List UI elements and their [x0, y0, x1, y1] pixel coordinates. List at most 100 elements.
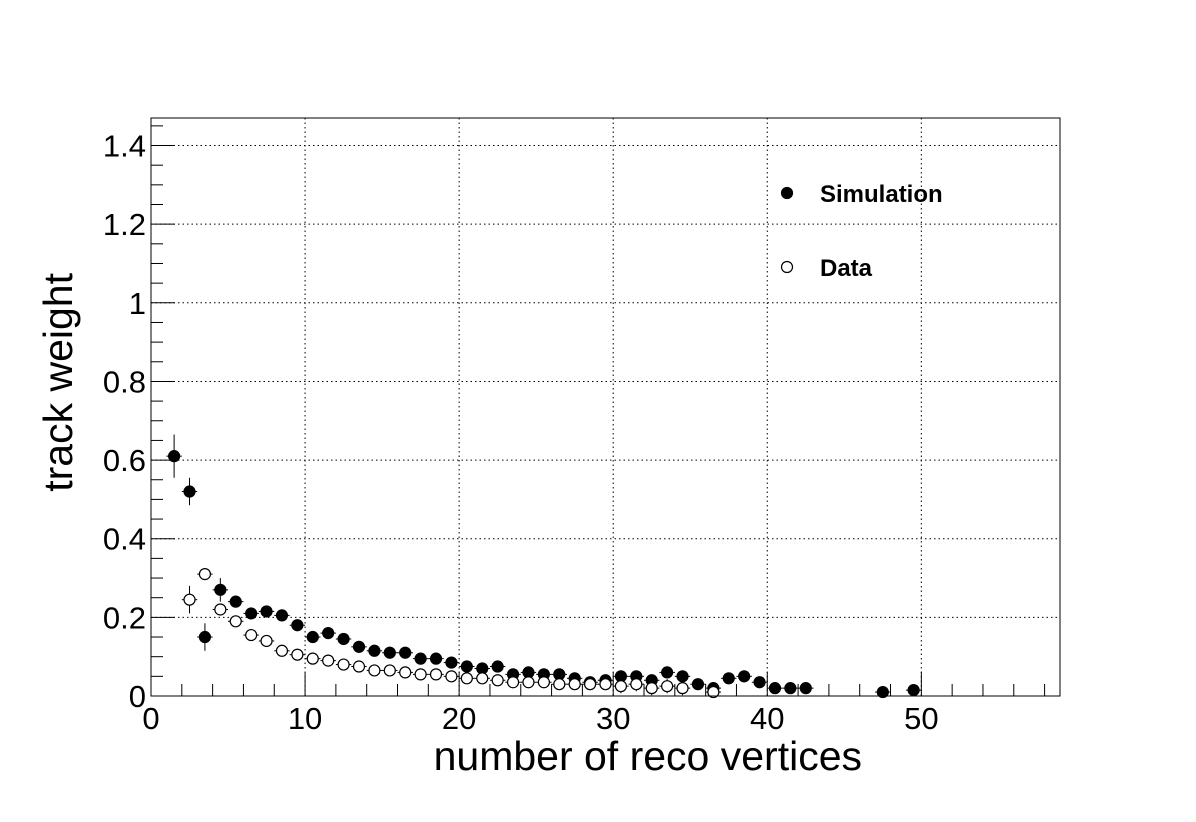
simulation-point	[197, 623, 213, 651]
data-point	[674, 681, 691, 696]
simulation-marker	[198, 630, 212, 644]
simulation-marker	[445, 656, 458, 669]
plot-frame	[150, 117, 1061, 697]
legend-label-data: Data	[820, 255, 873, 282]
simulation-point	[690, 678, 706, 691]
simulation-marker	[491, 660, 504, 673]
simulation-point	[520, 666, 537, 679]
legend-label-simulation: Simulation	[820, 181, 943, 208]
data-point	[335, 658, 352, 671]
simulation-marker	[414, 652, 427, 665]
data-marker	[506, 676, 520, 689]
simulation-marker	[260, 605, 273, 618]
simulation-marker	[291, 619, 304, 632]
y-axis-title: track weight	[35, 272, 81, 491]
simulation-marker	[753, 676, 766, 689]
data-marker	[445, 670, 458, 683]
x-axis-title: number of reco vertices	[434, 733, 862, 779]
data-point	[613, 679, 629, 694]
data-point	[274, 644, 290, 657]
simulation-point	[258, 605, 275, 618]
data-point	[366, 664, 383, 677]
y-tick-label: 0.6	[103, 443, 146, 478]
simulation-point	[767, 682, 783, 695]
data-point	[443, 670, 460, 683]
simulation-marker	[306, 630, 319, 644]
data-point	[320, 654, 336, 667]
y-tick-label: 1	[129, 286, 146, 321]
data-marker	[383, 664, 396, 677]
data-marker	[491, 674, 504, 687]
data-point	[212, 603, 229, 616]
data-marker	[476, 672, 489, 685]
data-point	[705, 685, 722, 699]
data-point	[520, 676, 537, 689]
simulation-marker	[429, 652, 443, 665]
legend-marker-simulation	[780, 186, 794, 200]
data-point	[382, 664, 398, 677]
data-point	[474, 672, 490, 685]
legend-simulation-circle	[780, 186, 794, 200]
data-point	[428, 668, 444, 681]
data-point	[536, 676, 552, 689]
data-marker	[676, 682, 689, 695]
data-marker	[198, 568, 212, 581]
simulation-point	[243, 607, 259, 620]
y-tick-label: 0.4	[103, 522, 146, 557]
simulation-marker	[168, 450, 181, 463]
data-marker	[229, 615, 242, 628]
simulation-point	[289, 619, 306, 632]
data-point	[459, 672, 475, 685]
simulation-point	[798, 682, 814, 695]
y-tick-label: 1.4	[103, 129, 146, 164]
data-marker	[661, 680, 674, 693]
data-point	[628, 677, 645, 692]
y-tick-label: 0.2	[103, 600, 146, 635]
simulation-marker	[907, 684, 920, 697]
simulation-point	[181, 477, 198, 506]
simulation-point	[736, 670, 752, 683]
simulation-point	[351, 640, 367, 653]
simulation-point	[875, 685, 891, 699]
data-marker	[429, 668, 443, 681]
simulation-marker	[722, 672, 735, 685]
simulation-marker	[768, 682, 782, 695]
data-point	[505, 676, 521, 689]
data-point	[258, 634, 275, 648]
grid-layer	[151, 118, 1060, 696]
data-marker	[183, 593, 196, 606]
simulation-point	[382, 646, 398, 659]
data-point	[351, 660, 367, 673]
data-marker	[537, 676, 550, 689]
simulation-marker	[368, 644, 381, 657]
data-point	[243, 628, 259, 642]
data-marker	[306, 652, 319, 665]
y-tick-label: 0	[129, 679, 146, 714]
simulation-point	[751, 676, 768, 689]
y-tick-label: 0.8	[103, 364, 146, 399]
simulation-point	[489, 660, 506, 673]
data-point	[397, 666, 413, 679]
data-point	[197, 568, 213, 581]
simulation-marker	[214, 583, 227, 596]
data-marker	[460, 672, 473, 685]
data-marker	[399, 666, 412, 679]
data-point	[597, 678, 614, 691]
data-marker	[707, 685, 720, 699]
data-marker	[414, 668, 427, 681]
simulation-point	[551, 668, 567, 681]
data-marker	[291, 648, 304, 661]
data-marker	[260, 634, 273, 648]
data-marker	[630, 678, 643, 691]
simulation-marker	[876, 685, 889, 699]
simulation-point	[412, 652, 429, 665]
data-marker	[522, 676, 535, 689]
simulation-point	[443, 656, 460, 669]
simulation-marker	[799, 682, 812, 695]
simulation-marker	[183, 485, 196, 498]
simulation-marker	[275, 609, 289, 622]
legend: Simulation Data	[780, 181, 943, 282]
simulation-point	[212, 578, 229, 602]
